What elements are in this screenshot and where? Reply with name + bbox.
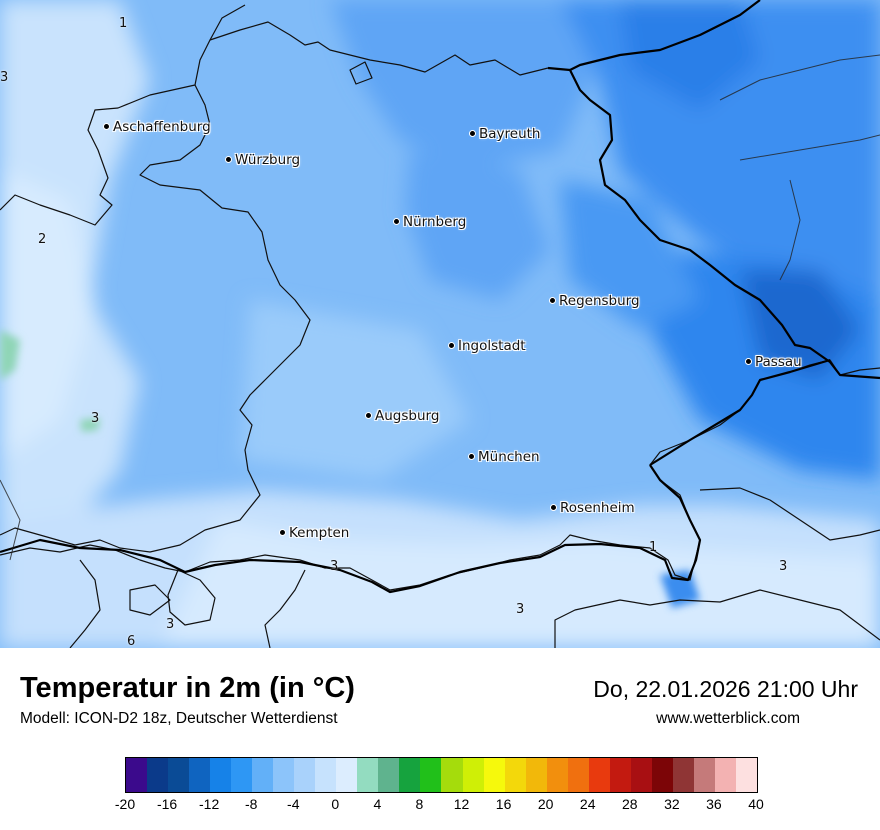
city-marker[interactable]: München (468, 449, 540, 465)
legend-swatch (357, 758, 379, 792)
city-marker[interactable]: Aschaffenburg (103, 119, 211, 135)
legend-tick-label: 24 (579, 796, 596, 812)
city-label: München (478, 449, 540, 465)
city-marker[interactable]: Rosenheim (550, 500, 635, 516)
city-dot-icon (279, 528, 286, 536)
city-dot-icon (448, 341, 455, 349)
legend-tick-label: 16 (495, 796, 512, 812)
legend-swatch (546, 758, 568, 792)
city-marker[interactable]: Ingolstadt (448, 338, 526, 354)
city-label: Rosenheim (560, 500, 635, 516)
isoline-label: 6 (127, 634, 136, 648)
legend-swatch (147, 758, 169, 792)
legend-swatch (168, 758, 190, 792)
city-marker[interactable]: Kempten (279, 525, 349, 541)
city-label: Nürnberg (403, 214, 467, 230)
city-label: Augsburg (375, 408, 440, 424)
forecast-datetime: Do, 22.01.2026 21:00 Uhr (593, 676, 858, 702)
city-marker[interactable]: Augsburg (365, 408, 439, 424)
legend-swatch (294, 758, 316, 792)
legend-swatch (315, 758, 337, 792)
legend-tick-label: -4 (287, 796, 300, 812)
legend-swatch (714, 758, 736, 792)
legend-tick-label: 0 (331, 796, 340, 812)
map-footer: Temperatur in 2m (in °C) Modell: ICON-D2… (0, 648, 880, 830)
city-marker[interactable]: Nürnberg (393, 214, 466, 230)
city-dot-icon (103, 122, 110, 130)
legend-swatch (567, 758, 589, 792)
isoline-label: 3 (166, 617, 175, 632)
legend-swatch (441, 758, 463, 792)
legend-tick-label: 20 (537, 796, 554, 812)
city-label: Ingolstadt (458, 338, 526, 354)
legend-tick-label: 8 (415, 796, 424, 812)
website-link[interactable]: www.wetterblick.com (656, 710, 800, 727)
isoline-label: 3 (330, 559, 339, 574)
legend-swatch (504, 758, 526, 792)
city-label: Bayreuth (479, 126, 541, 142)
legend-swatch (525, 758, 547, 792)
city-dot-icon (393, 217, 400, 225)
city-dot-icon (550, 503, 557, 511)
model-info: Modell: ICON-D2 18z, Deutscher Wetterdie… (20, 710, 338, 727)
isoline-label: 1 (649, 540, 658, 555)
legend-tick-label: 28 (622, 796, 638, 812)
legend-tick-label: 36 (706, 796, 722, 812)
isoline-label: 1 (119, 16, 128, 31)
legend-swatch (693, 758, 715, 792)
city-dot-icon (225, 155, 232, 163)
legend-swatch (126, 758, 148, 792)
legend-swatch (378, 758, 400, 792)
legend-ticks: -20 -16 -12 -8 -4 0 4 8 12 16 20 24 28 32 36 40 (0, 796, 880, 816)
city-dot-icon (365, 411, 372, 419)
legend-tick-label: 32 (664, 796, 680, 812)
city-marker[interactable]: Würzburg (225, 152, 300, 168)
legend-tick-label: -8 (244, 796, 258, 812)
city-label: Würzburg (235, 152, 301, 168)
legend-swatch (399, 758, 421, 792)
isoline-label: 3 (0, 70, 9, 85)
legend-swatch (273, 758, 295, 792)
map-graphic (0, 0, 880, 648)
legend-swatch (462, 758, 484, 792)
legend-tick-label: -20 (114, 796, 136, 812)
legend-swatch (336, 758, 358, 792)
legend-tick-label: 40 (748, 796, 764, 812)
legend-swatch (231, 758, 253, 792)
legend-swatch (735, 758, 757, 792)
legend-swatch (609, 758, 631, 792)
isoline-label: 3 (516, 602, 525, 617)
city-label: Kempten (289, 525, 350, 541)
legend-swatch (252, 758, 274, 792)
city-marker[interactable]: Bayreuth (469, 126, 541, 142)
color-legend (125, 757, 758, 793)
city-dot-icon (745, 357, 752, 365)
city-marker[interactable]: Regensburg (549, 293, 640, 309)
temperature-map[interactable]: Aschaffenburg Bayreuth Würzburg Nürnberg… (0, 0, 880, 648)
legend-tick-label: -12 (199, 796, 220, 812)
legend-swatch (420, 758, 442, 792)
legend-swatch (588, 758, 610, 792)
isoline-label: 3 (91, 411, 100, 426)
legend-swatch (483, 758, 505, 792)
legend-tick-label: -16 (156, 796, 178, 812)
legend-swatch (630, 758, 652, 792)
legend-tick-label: 12 (453, 796, 470, 812)
city-label: Passau (755, 354, 802, 370)
city-dot-icon (469, 129, 476, 137)
city-label: Aschaffenburg (113, 119, 211, 135)
city-dot-icon (549, 296, 556, 304)
isoline-label: 2 (38, 232, 47, 247)
map-title: Temperatur in 2m (in °C) (20, 672, 355, 704)
isoline-label: 3 (779, 559, 788, 574)
city-label: Regensburg (559, 293, 640, 309)
legend-swatch (210, 758, 232, 792)
legend-swatch (651, 758, 673, 792)
legend-swatch (672, 758, 694, 792)
legend-swatch (189, 758, 211, 792)
city-dot-icon (468, 452, 475, 460)
legend-tick-label: 4 (373, 796, 382, 812)
city-marker[interactable]: Passau (745, 354, 802, 370)
